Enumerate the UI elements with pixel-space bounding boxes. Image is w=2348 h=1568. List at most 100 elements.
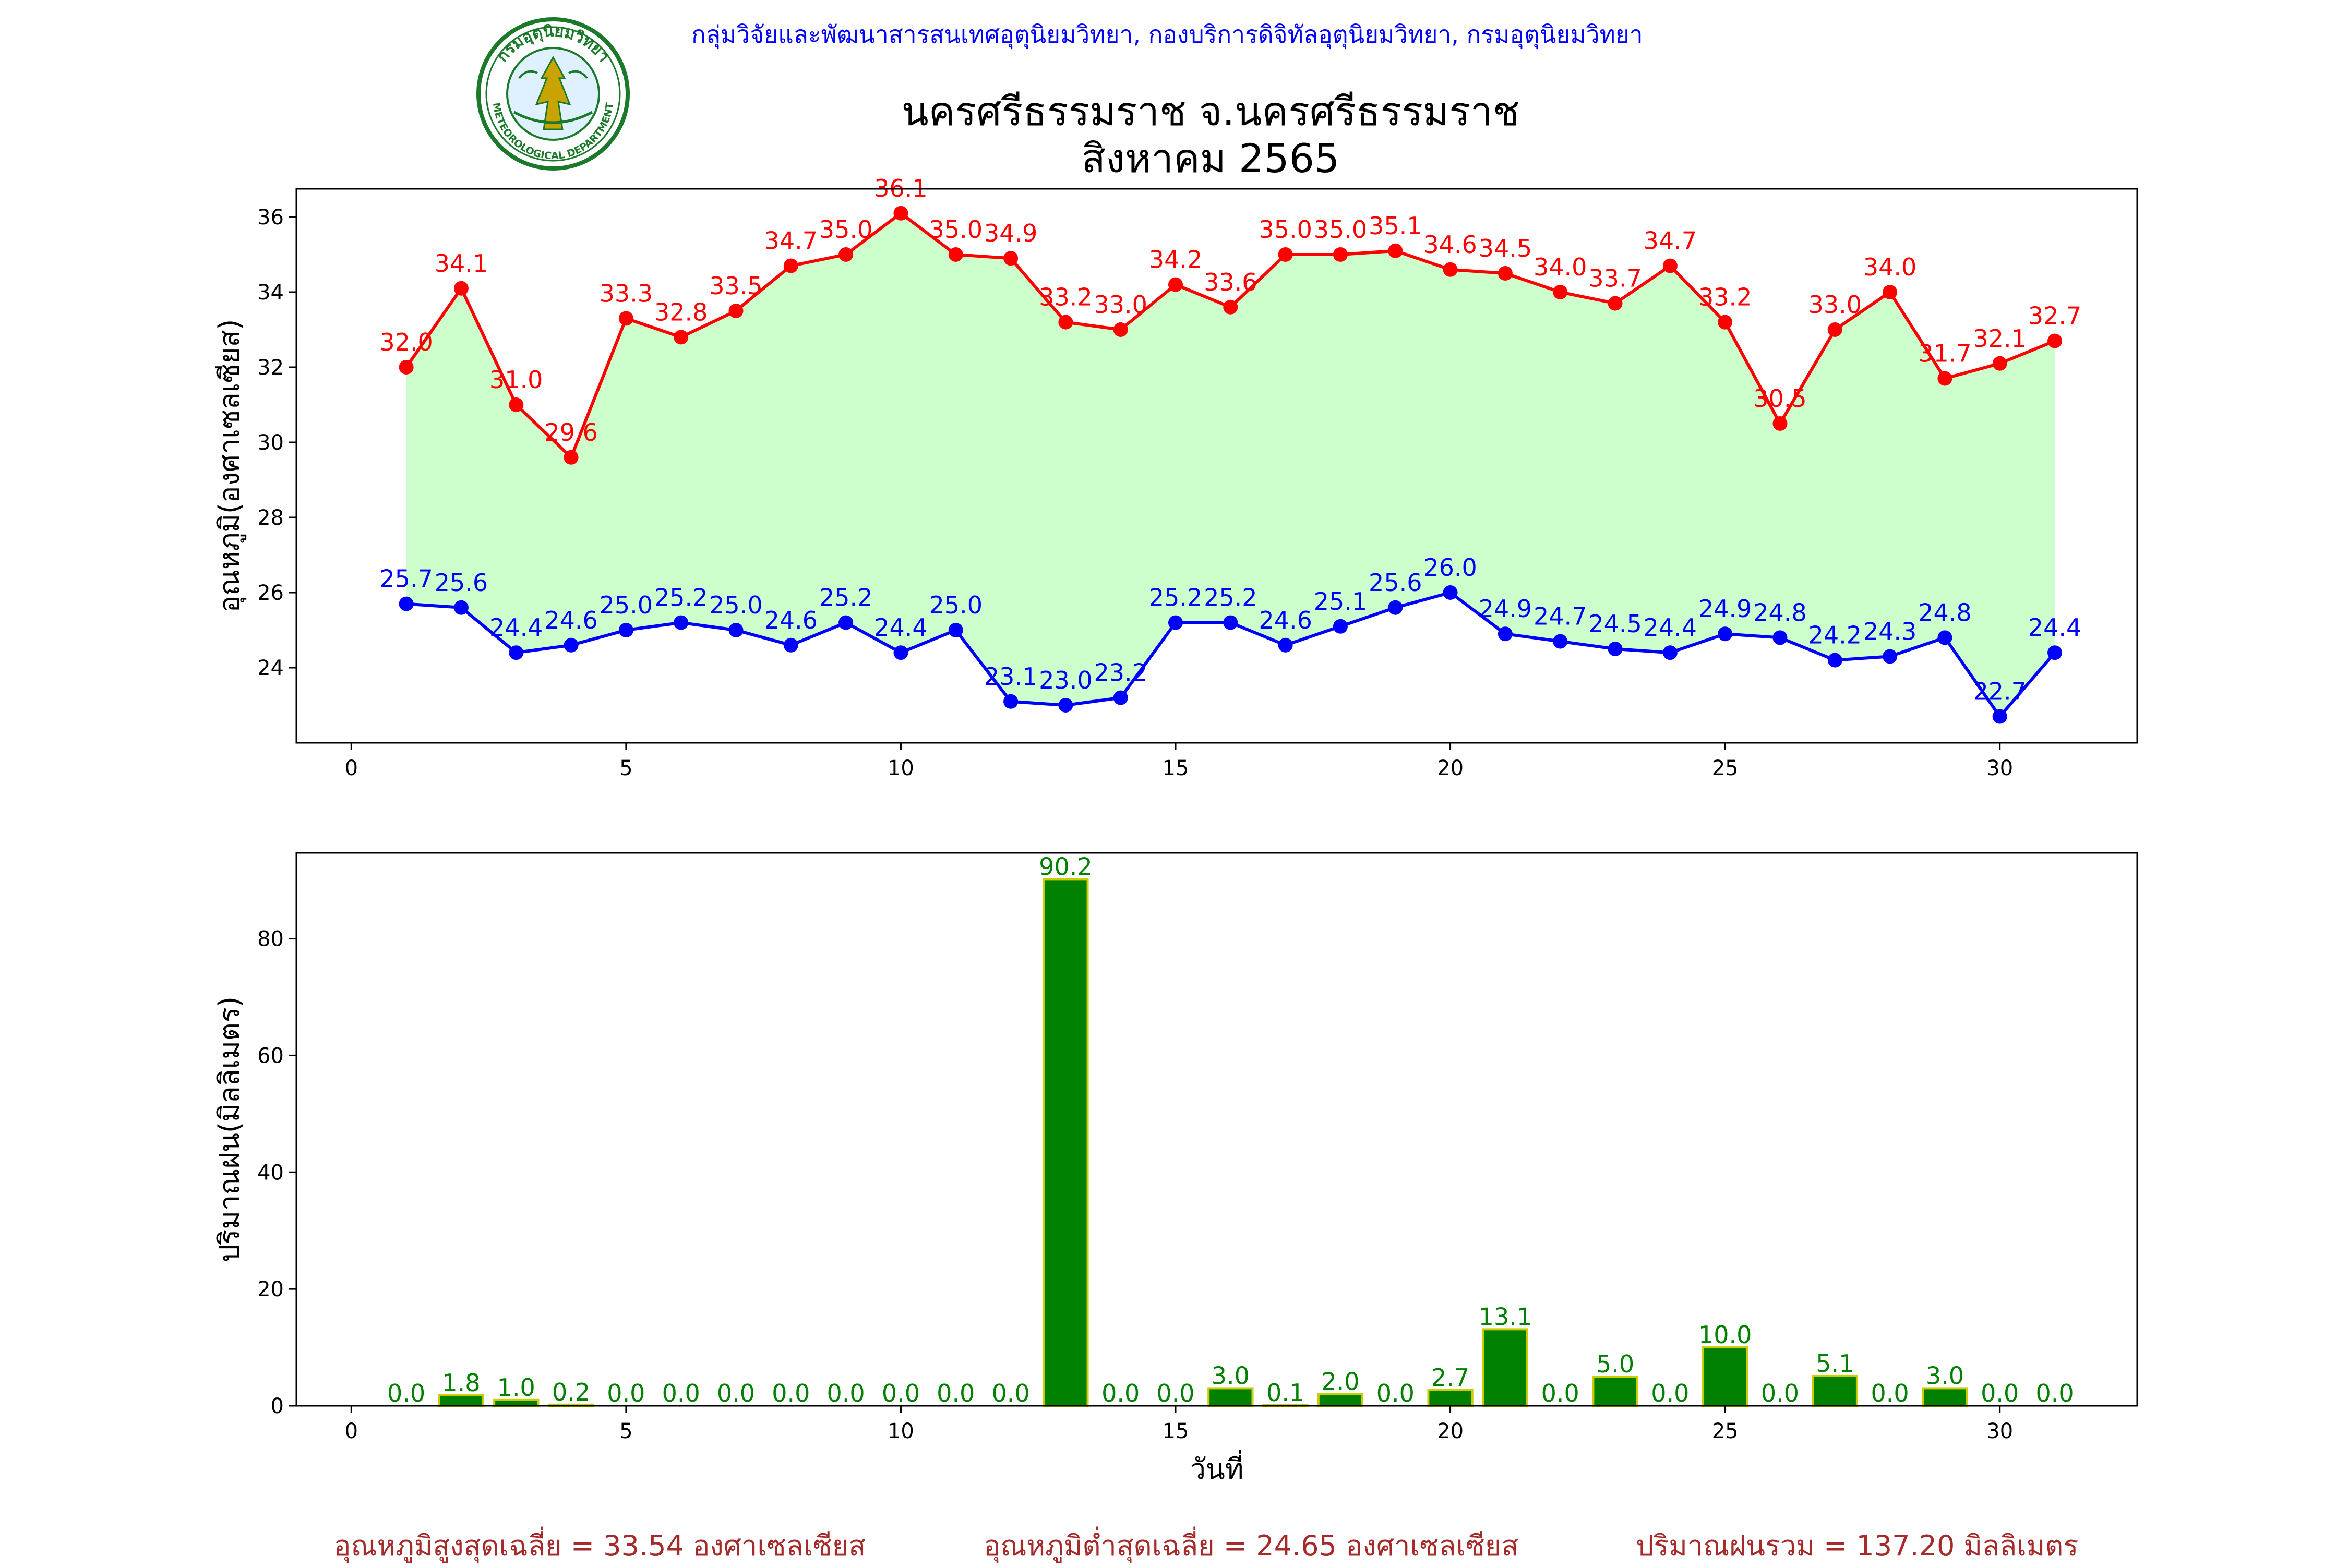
max-temp-label: 34.2 [1149, 246, 1202, 274]
rain-bar [1427, 1389, 1474, 1407]
rain-value-label: 0.0 [1541, 1379, 1579, 1407]
min-temp-point [1443, 585, 1458, 600]
rain-value-label: 1.0 [497, 1373, 535, 1402]
avg-min-temp-summary: อุณหภูมิต่ำสุดเฉลี่ย = 24.65 องศาเซลเซีย… [984, 1529, 1519, 1562]
max-temp-label: 34.9 [984, 219, 1037, 247]
rain-value-label: 1.8 [442, 1369, 480, 1397]
x-tick-label: 5 [619, 756, 632, 780]
max-temp-label: 33.0 [1094, 291, 1147, 319]
min-temp-point [1553, 634, 1568, 649]
max-temp-point [1883, 285, 1898, 299]
max-temp-point [399, 360, 414, 375]
rain-value-label: 0.0 [827, 1379, 865, 1407]
max-temp-point [1113, 322, 1128, 337]
max-temp-point [728, 304, 744, 318]
rain-value-label: 10.0 [1698, 1321, 1752, 1349]
max-temp-label: 33.5 [709, 272, 762, 300]
min-temp-label: 25.2 [1204, 584, 1257, 612]
max-temp-label: 35.0 [929, 215, 983, 244]
min-temp-point [893, 645, 908, 660]
rain-value-label: 0.0 [1156, 1379, 1194, 1407]
min-temp-point [564, 637, 579, 653]
min-temp-point [1223, 615, 1238, 630]
max-temp-label: 32.1 [1973, 324, 2027, 353]
rain-value-label: 5.1 [1816, 1349, 1854, 1378]
min-temp-label: 25.0 [600, 591, 653, 619]
min-temp-point [2047, 645, 2063, 660]
min-temp-label: 24.4 [2028, 613, 2081, 642]
max-temp-label: 35.0 [1314, 215, 1367, 244]
rain-bar [1043, 878, 1089, 1407]
max-temp-label: 32.8 [654, 298, 708, 326]
max-temp-point [1553, 285, 1568, 299]
max-temp-label: 31.0 [489, 366, 543, 394]
min-temp-point [1058, 698, 1073, 713]
min-temp-label: 24.9 [1698, 595, 1752, 623]
rain-value-label: 0.0 [1871, 1379, 1909, 1407]
rain-value-label: 0.0 [882, 1379, 920, 1407]
max-temp-point [1827, 322, 1842, 337]
x-tick-label: 20 [1437, 1419, 1464, 1443]
y-tick-label: 36 [257, 206, 284, 230]
min-temp-point [1883, 649, 1898, 664]
rain-value-label: 0.0 [1981, 1379, 2019, 1407]
min-temp-label: 24.6 [764, 606, 818, 634]
rain-value-label: 0.0 [717, 1379, 755, 1407]
rain-value-label: 0.0 [772, 1379, 810, 1407]
rain-value-label: 2.7 [1431, 1364, 1469, 1392]
min-temp-label: 23.2 [1094, 659, 1147, 687]
min-temp-point [1278, 637, 1293, 653]
x-tick-label: 30 [1986, 756, 2013, 780]
min-temp-point [838, 615, 854, 630]
x-tick-label: 5 [619, 1419, 632, 1443]
rain-value-label: 0.0 [937, 1379, 975, 1407]
min-temp-label: 25.2 [819, 584, 872, 612]
avg-max-temp-summary: อุณหภูมิสูงสุดเฉลี่ย = 33.54 องศาเซลเซีย… [334, 1529, 866, 1562]
rain-value-label: 90.2 [1039, 852, 1092, 881]
min-temp-point [674, 615, 689, 630]
y-tick-label: 28 [257, 506, 284, 530]
max-temp-label: 33.7 [1588, 264, 1642, 293]
max-temp-point [1058, 315, 1073, 330]
min-temp-label: 24.3 [1863, 617, 1916, 645]
rain-value-label: 0.0 [1101, 1379, 1140, 1407]
min-temp-point [618, 623, 633, 637]
rainfall-chart: 0.0 1.8 1.0 0.2 0.0 0.0 0.0 0.0 0.0 0.0 0.0 0.0 90.2… [213, 852, 2138, 1486]
temperature-plot-frame [295, 188, 2138, 744]
x-tick-label: 15 [1163, 756, 1189, 780]
max-temp-label: 34.1 [435, 249, 488, 278]
y-tick-label: 32 [257, 356, 284, 380]
max-temp-label: 35.0 [819, 215, 872, 244]
min-temp-label: 25.6 [1369, 569, 1422, 597]
min-temp-point [509, 645, 524, 660]
x-tick-label: 25 [1712, 1419, 1739, 1443]
rain-value-label: 0.2 [552, 1378, 590, 1406]
max-temp-point [838, 247, 854, 262]
max-temp-point [948, 247, 963, 262]
max-temp-point [1718, 315, 1733, 330]
x-tick-label: 25 [1712, 756, 1739, 780]
min-temp-label: 25.6 [435, 569, 488, 597]
max-temp-point [674, 330, 689, 345]
x-tick-label: 10 [888, 756, 914, 780]
rain-value-label: 0.0 [991, 1379, 1029, 1407]
max-temp-point [1223, 299, 1238, 315]
min-temp-point [1992, 709, 2007, 724]
min-temp-label: 24.8 [1918, 598, 1971, 626]
max-temp-point [1498, 266, 1513, 281]
min-temp-point [1113, 690, 1128, 705]
temperature-y-axis-label: อุณหภูมิ(องศาเซลเซียส) [213, 319, 247, 613]
max-temp-point [1937, 371, 1952, 386]
max-temp-label: 29.6 [544, 418, 597, 447]
min-temp-label: 25.0 [929, 591, 983, 619]
max-temp-point [783, 258, 798, 273]
min-temp-point [1333, 619, 1348, 634]
max-temp-point [893, 206, 908, 221]
y-tick-label: 34 [257, 281, 284, 305]
max-temp-point [1992, 356, 2007, 371]
x-tick-label: 0 [345, 756, 358, 780]
temperature-chart: 32.034.131.029.633.332.833.534.7 35.036.1… [213, 174, 2138, 780]
temperature-range-band [406, 213, 2055, 717]
rain-value-label: 3.0 [1926, 1361, 1964, 1390]
min-temp-label: 25.0 [709, 591, 762, 619]
